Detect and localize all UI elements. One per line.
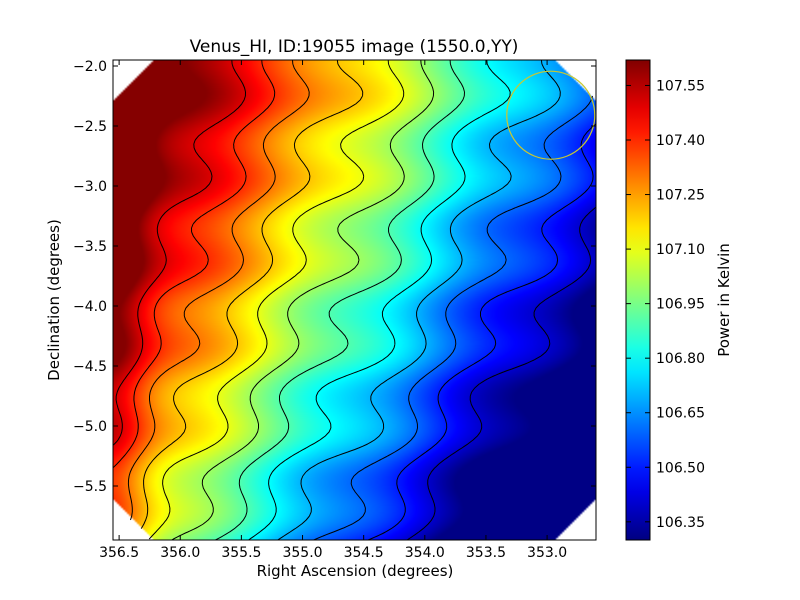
plot-frame [112,59,597,541]
colorbar-tick-label: 106.35 [656,515,705,531]
heatmap-plot [113,60,596,540]
y-tick-label: −3.5 [73,239,107,255]
contour-line [113,60,246,446]
contour-line [127,60,310,521]
y-tick-label: −5.0 [73,419,107,435]
y-tick-label: −4.0 [73,299,107,315]
contour-line [140,60,364,529]
y-tick-label: −3.0 [73,179,107,195]
colorbar-tick-label: 107.10 [656,242,705,258]
y-axis-label: Declination (degrees) [45,219,63,381]
beam-circle [506,70,596,160]
y-axis-ticks: −2.0 −2.5 −3.0 −3.5 −4.0 −4.5 −5.0 −5.5 [73,59,596,495]
x-tick-label: 354.5 [344,545,384,561]
x-tick-label: 353.0 [527,545,567,561]
contour-line [406,206,596,540]
y-tick-label: −5.5 [73,479,107,495]
x-tick-label: 354.0 [405,545,445,561]
heatmap-image [113,60,596,540]
colorbar-label: Power in Kelvin [715,243,733,357]
y-tick-label: −2.5 [73,119,107,135]
contour-line [277,60,561,540]
contour-lines [113,60,596,540]
x-axis-ticks: 356.5 356.0 355.5 355.0 354.5 354.0 353.5 353.0 [99,60,567,561]
x-tick-label: 355.0 [282,545,322,561]
contour-line [148,60,405,540]
colorbar-tick-label: 106.95 [656,297,705,313]
y-tick-label: −4.5 [73,359,107,375]
colorbar-tick-label: 107.25 [656,188,705,204]
x-tick-label: 356.5 [99,545,139,561]
contour-line [171,60,435,540]
colorbar-tick-label: 107.40 [656,133,705,149]
chart-title: Venus_HI, ID:19055 image (1550.0,YY) [190,37,519,57]
colorbar-tick-label: 107.55 [656,78,705,94]
contour-line [215,60,465,540]
contour-line [248,60,511,540]
colorbar-ticks: 107.55 107.40 107.25 107.10 106.95 106.80 106.… [626,78,705,531]
colorbar-tick-label: 106.50 [656,460,705,476]
contour-line [113,60,276,469]
y-tick-label: −2.0 [73,59,107,75]
colorbar: 107.55 107.40 107.25 107.10 106.95 106.80 106.… [625,59,733,541]
x-axis-label: Right Ascension (degrees) [257,562,454,580]
colorbar-gradient [625,59,651,541]
colorbar-tick-label: 106.65 [656,406,705,422]
x-tick-label: 353.5 [466,545,506,561]
colorbar-tick-label: 106.80 [656,351,705,367]
x-tick-label: 356.0 [160,545,200,561]
x-tick-label: 355.5 [221,545,261,561]
